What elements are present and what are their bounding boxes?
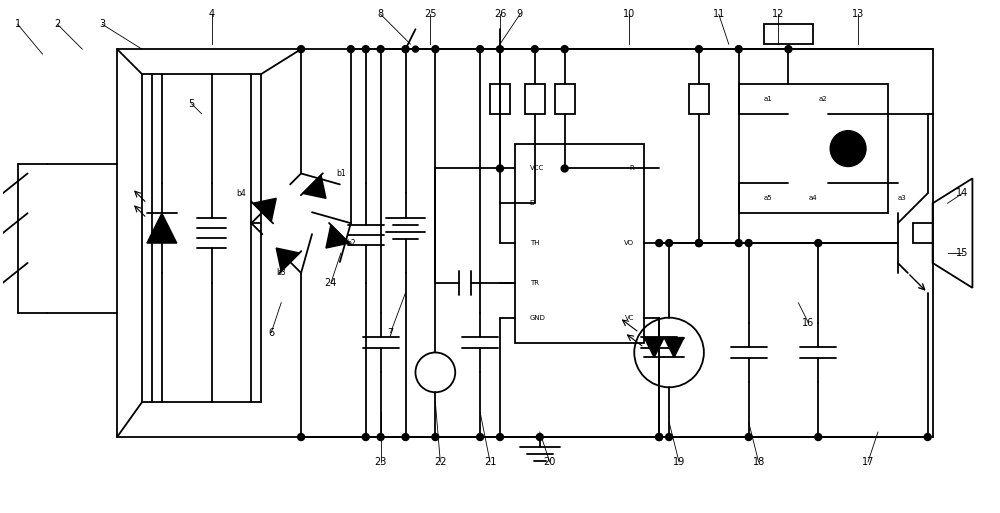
Circle shape [377,433,384,441]
Text: 15: 15 [956,248,969,258]
Text: D: D [530,200,535,206]
Text: b1: b1 [336,169,346,178]
Circle shape [695,46,702,53]
Circle shape [745,433,752,441]
Bar [555,84,575,114]
Circle shape [536,433,543,441]
Text: 19: 19 [673,457,685,467]
Text: b3: b3 [276,268,286,278]
Text: 12: 12 [772,9,785,19]
Circle shape [497,165,503,172]
Text: 6: 6 [268,328,274,338]
Text: 2: 2 [54,19,61,29]
Text: 7: 7 [387,328,394,338]
Circle shape [666,240,673,247]
Circle shape [412,46,418,52]
Circle shape [347,46,354,53]
Bar [764,24,813,44]
Text: 14: 14 [956,188,969,199]
Text: GND: GND [530,314,546,321]
Text: 1: 1 [15,19,21,29]
Text: 11: 11 [713,9,725,19]
Circle shape [666,433,673,441]
Polygon shape [276,248,299,271]
Bar [490,84,510,114]
Text: VO: VO [624,240,634,246]
Text: 26: 26 [494,9,506,19]
Circle shape [298,46,305,53]
Text: 21: 21 [484,457,496,467]
Text: 9: 9 [517,9,523,19]
Text: a2: a2 [818,96,827,102]
Circle shape [432,46,439,53]
Circle shape [656,240,663,247]
Polygon shape [644,338,664,358]
Circle shape [497,433,503,441]
Text: 16: 16 [802,318,814,328]
Bar [525,84,545,114]
Circle shape [531,46,538,53]
Text: a1: a1 [764,96,772,102]
Text: 17: 17 [862,457,874,467]
Circle shape [403,46,408,52]
Circle shape [377,46,384,53]
Text: 8: 8 [378,9,384,19]
Circle shape [785,46,792,53]
Text: VC: VC [625,314,634,321]
Circle shape [477,433,484,441]
Text: TR: TR [530,280,539,286]
Circle shape [362,433,369,441]
Text: b2: b2 [346,239,356,248]
Circle shape [695,240,702,247]
Circle shape [735,46,742,53]
Circle shape [298,433,305,441]
Text: 3: 3 [99,19,105,29]
Circle shape [745,240,752,247]
Polygon shape [147,213,177,243]
Circle shape [561,46,568,53]
Text: a3: a3 [898,195,907,201]
Circle shape [695,240,702,247]
Circle shape [656,433,663,441]
Circle shape [656,433,663,441]
Text: R: R [630,166,634,171]
Text: a4: a4 [808,195,817,201]
Polygon shape [664,338,684,358]
Circle shape [735,240,742,247]
Text: b4: b4 [237,189,246,198]
Text: 18: 18 [752,457,765,467]
Circle shape [924,433,931,441]
Text: 25: 25 [424,9,437,19]
Circle shape [362,46,369,53]
Text: 20: 20 [544,457,556,467]
Polygon shape [326,225,349,248]
Text: VCC: VCC [530,166,544,171]
Text: 5: 5 [189,99,195,109]
Text: 13: 13 [852,9,864,19]
Circle shape [830,131,866,167]
Text: 24: 24 [325,278,337,288]
Circle shape [402,46,409,53]
Bar [515,144,644,343]
Circle shape [477,46,484,53]
Polygon shape [253,199,276,222]
Circle shape [402,433,409,441]
Circle shape [497,46,503,53]
Circle shape [561,165,568,172]
Bar [739,84,888,213]
Polygon shape [303,175,326,199]
Text: 10: 10 [623,9,635,19]
Circle shape [432,433,439,441]
Bar [689,84,709,114]
Text: a5: a5 [764,195,772,201]
Text: 4: 4 [209,9,215,19]
Circle shape [815,240,822,247]
Text: TH: TH [530,240,539,246]
Text: 22: 22 [434,457,447,467]
Circle shape [815,433,822,441]
Text: 23: 23 [374,457,387,467]
